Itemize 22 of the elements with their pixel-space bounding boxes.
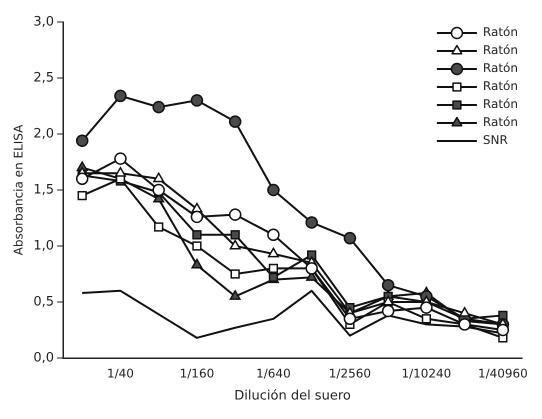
legend-label: Ratón: [482, 25, 518, 40]
x-tick-label: 1/10240: [401, 366, 452, 380]
legend-label: SNR: [482, 133, 508, 148]
y-tick-label: 0,0: [33, 350, 54, 366]
legend-label: Ratón: [482, 61, 518, 76]
y-tick-label: 1,5: [33, 182, 54, 198]
y-tick-label: 1,0: [33, 238, 54, 254]
legend-label: Ratón: [482, 115, 518, 130]
x-tick-label: 1/640: [256, 366, 291, 380]
x-tick-label: 1/40: [106, 366, 134, 380]
y-tick-label: 2,5: [33, 70, 54, 86]
y-axis-title: Absorbancia en ELISA: [11, 124, 26, 256]
legend-label: Ratón: [482, 79, 518, 94]
y-tick-label: 3,0: [33, 14, 54, 30]
x-axis-title: Dilución del suero: [234, 388, 351, 404]
x-tick-label: 1/2560: [328, 366, 372, 380]
legend-label: Ratón: [482, 43, 518, 58]
legend-label: Ratón: [482, 97, 518, 112]
y-tick-label: 2,0: [33, 126, 54, 142]
x-tick-label: 1/160: [180, 366, 214, 380]
x-tick-label: 1/40960: [478, 366, 528, 380]
y-tick-label: 0,5: [33, 294, 54, 310]
